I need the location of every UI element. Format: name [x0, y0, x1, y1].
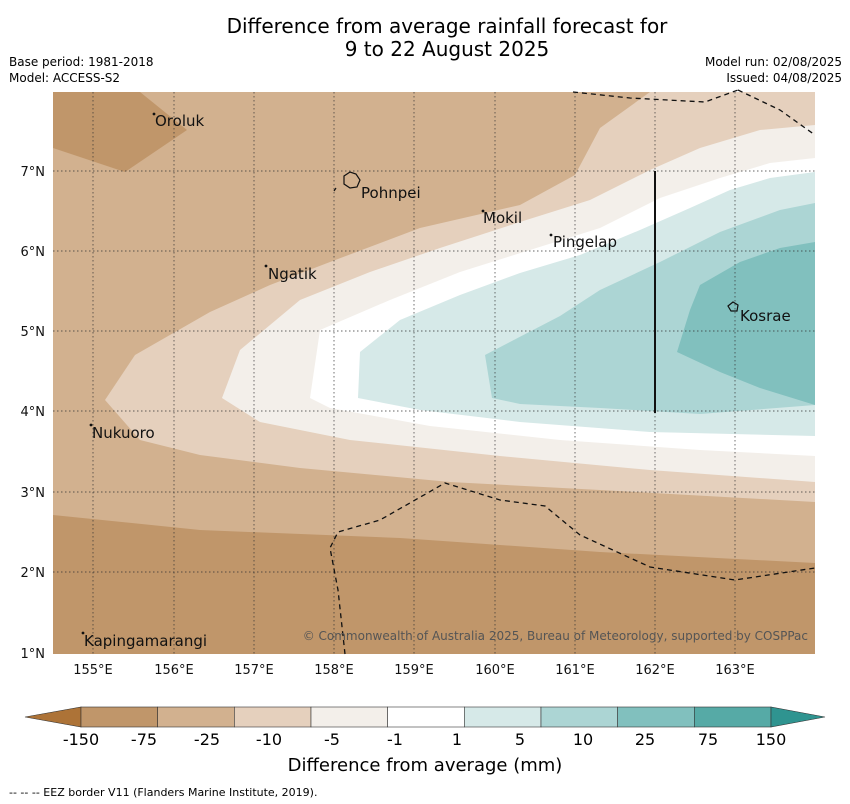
model-text: Model: ACCESS-S2 — [9, 71, 121, 85]
lon-tick-label: 160°E — [475, 663, 515, 678]
chart-title-line1: Difference from average rainfall forecas… — [226, 14, 668, 38]
place-label-kosrae: Kosrae — [740, 307, 791, 325]
place-label-oroluk: Oroluk — [155, 112, 204, 130]
place-label-pingelap: Pingelap — [553, 233, 617, 251]
lat-tick-label: 7°N — [21, 165, 46, 180]
colorbar-label: -25 — [193, 730, 221, 749]
place-label-kapingamarangi: Kapingamarangi — [84, 632, 207, 650]
contour-minus-75-top-left — [53, 92, 187, 172]
place-labels: Oroluk Pohnpei Mokil Pingelap Ngatik Kos… — [84, 112, 791, 650]
colorbar-segment — [80, 706, 158, 728]
meta-left: Base period: 1981-2018 Model: ACCESS-S2 — [9, 54, 154, 86]
lat-tick-label: 2°N — [21, 566, 46, 581]
colorbar-label: -75 — [130, 730, 158, 749]
place-label-mokil: Mokil — [483, 209, 522, 227]
colorbar-segment — [540, 706, 618, 728]
pingelap-dot — [549, 233, 553, 237]
lon-tick-label: 162°E — [635, 663, 675, 678]
pohnpei-outline — [343, 171, 361, 189]
lat-tick-label: 4°N — [21, 405, 46, 420]
colorbar-label: -1 — [387, 730, 403, 749]
colorbar-label: 75 — [697, 730, 719, 749]
lon-tick-label: 159°E — [394, 663, 434, 678]
colorbar-label: -10 — [255, 730, 283, 749]
colorbar-segment — [617, 706, 695, 728]
colorbar-label: 10 — [572, 730, 594, 749]
islands — [81, 112, 739, 635]
eez-border-top-right — [737, 89, 816, 136]
lat-tick-label: 5°N — [21, 325, 46, 340]
pohnpei-islet — [333, 187, 337, 192]
colorbar-segment — [694, 706, 772, 728]
kapingamarangi-dot — [81, 631, 85, 635]
colorbar-label: 150 — [755, 730, 787, 749]
graticule — [53, 92, 815, 654]
lon-tick-label: 155°E — [73, 663, 113, 678]
eez-borders — [329, 89, 816, 655]
colorbar-segment — [464, 706, 542, 728]
copyright-text: © Commonwealth of Australia 2025, Bureau… — [303, 629, 808, 643]
lon-tick-labels: 155°E 156°E 157°E 158°E 159°E 160°E 161°… — [73, 663, 755, 678]
oroluk-dot — [152, 112, 156, 116]
lat-tick-label: 3°N — [21, 486, 46, 501]
colorbar-segment — [310, 706, 388, 728]
eez-border-bottom — [329, 482, 816, 655]
colorbar-label: 5 — [514, 730, 526, 749]
lat-tick-label: 1°N — [21, 647, 46, 662]
colorbar-segment — [387, 706, 465, 728]
meta-right: Model run: 02/08/2025 Issued: 04/08/2025 — [705, 54, 842, 86]
nukuoro-dot — [89, 423, 93, 427]
contour-minus-75-bottom — [53, 515, 815, 654]
chart-title-line2: 9 to 22 August 2025 — [344, 37, 550, 61]
mokil-dot — [481, 209, 485, 213]
contour-10-to-25 — [677, 242, 815, 405]
model-run-text: Model run: 02/08/2025 — [704, 55, 842, 69]
lon-tick-label: 156°E — [154, 663, 194, 678]
colorbar — [24, 706, 826, 728]
colorbar-extend-high — [770, 706, 826, 728]
place-label-pohnpei: Pohnpei — [361, 184, 421, 202]
lat-tick-label: 6°N — [21, 245, 46, 260]
rainfall-contours — [53, 92, 815, 654]
place-label-ngatik: Ngatik — [268, 265, 317, 283]
lon-tick-label: 161°E — [555, 663, 595, 678]
colorbar-extend-low — [24, 706, 82, 728]
place-label-nukuoro: Nukuoro — [92, 424, 155, 442]
lon-tick-label: 157°E — [234, 663, 274, 678]
kosrae-outline — [727, 301, 739, 312]
lat-tick-labels: 7°N 6°N 5°N 4°N 3°N 2°N 1°N — [21, 165, 46, 662]
colorbar-label: 1 — [451, 730, 463, 749]
issued-text: Issued: 04/08/2025 — [726, 71, 842, 85]
lon-tick-label: 158°E — [314, 663, 354, 678]
colorbar-segment — [234, 706, 312, 728]
ngatik-dot — [264, 264, 268, 268]
colorbar-label: -150 — [62, 730, 100, 749]
base-period-text: Base period: 1981-2018 — [9, 55, 154, 69]
colorbar-title: Difference from average (mm) — [287, 755, 563, 776]
colorbar-segment — [157, 706, 235, 728]
lon-tick-label: 163°E — [715, 663, 755, 678]
eez-border-top — [572, 89, 739, 103]
eez-legend-note: -- -- -- EEZ border V11 (Flanders Marine… — [9, 786, 318, 799]
colorbar-label: 25 — [634, 730, 656, 749]
colorbar-label: -5 — [324, 730, 340, 749]
